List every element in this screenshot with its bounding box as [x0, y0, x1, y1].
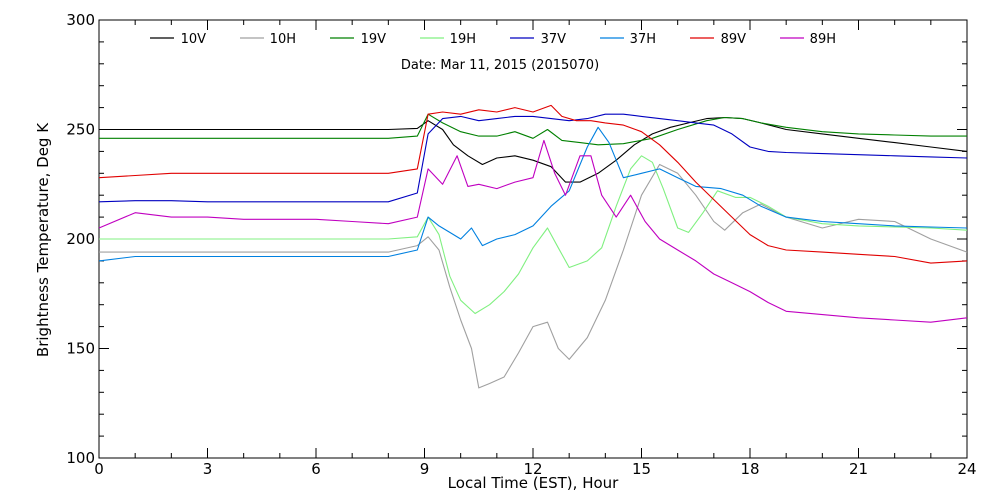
x-tick-label: 21	[849, 460, 868, 478]
series-lines	[98, 104, 968, 389]
y-tick-label: 200	[66, 230, 95, 248]
series-line-37v	[98, 113, 968, 203]
series-line-19h	[99, 155, 968, 315]
legend-label-37h: 37H	[630, 32, 656, 47]
series-line-89v	[98, 104, 968, 264]
x-tick-label: 18	[740, 460, 759, 478]
series-line-37h	[98, 126, 968, 262]
legend-label-37v: 37V	[541, 32, 567, 47]
x-tick-label: 15	[632, 460, 651, 478]
x-tick-label: 6	[311, 460, 321, 478]
x-tick-label: 9	[420, 460, 430, 478]
legend: 10V 10H 19V 19H 37V 37H 89V 89H	[150, 32, 836, 47]
axes: 0 3 6 9 12 15 18 21 24 100 150 200 250 300	[66, 11, 976, 478]
series-line-89h	[98, 139, 968, 323]
legend-label-19h: 19H	[450, 32, 476, 47]
y-tick-label: 300	[66, 11, 95, 29]
x-tick-label: 3	[203, 460, 213, 478]
x-tick-label: 24	[957, 460, 976, 478]
y-tick-label: 100	[66, 449, 95, 467]
series-line-10v	[99, 116, 968, 183]
y-tick-label: 250	[66, 121, 95, 139]
legend-label-10v: 10V	[181, 32, 207, 47]
legend-label-89h: 89H	[810, 32, 836, 47]
series-line-19v	[99, 113, 967, 146]
legend-label-10h: 10H	[270, 32, 296, 47]
legend-label-89v: 89V	[721, 32, 747, 47]
x-tick-label: 12	[523, 460, 542, 478]
series-line-10h	[99, 163, 968, 389]
legend-label-19v: 19V	[361, 32, 387, 47]
y-axis-label: Brightness Temperature, Deg K	[34, 122, 52, 357]
x-axis-label: Local Time (EST), Hour	[448, 474, 619, 492]
chart-date-subtitle: Date: Mar 11, 2015 (2015070)	[401, 58, 599, 73]
x-tick-label: 0	[94, 460, 104, 478]
y-tick-label: 150	[66, 340, 95, 358]
